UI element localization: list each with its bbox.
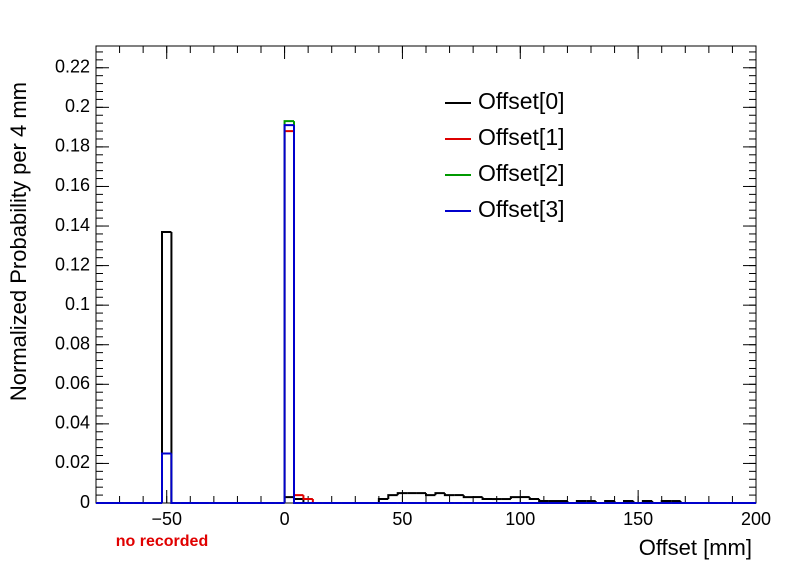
y-tick-label: 0.14 (55, 215, 90, 235)
x-tick-label: 100 (505, 509, 535, 529)
histogram-bin (425, 493, 436, 497)
histogram-bin (161, 230, 172, 503)
legend-label: Offset[1] (478, 124, 565, 150)
histogram-bin (509, 496, 521, 500)
y-tick-label: 0.18 (55, 136, 90, 156)
y-tick-label: 0.12 (55, 254, 90, 274)
y-tick-label: 0.02 (55, 452, 90, 472)
legend-label: Offset[0] (478, 88, 565, 114)
y-tick-label: 0.06 (55, 373, 90, 393)
histogram-bin (434, 492, 445, 496)
histogram-bin (443, 493, 455, 497)
x-tick-label: 50 (392, 509, 412, 529)
x-tick-label: 200 (741, 509, 771, 529)
histogram-bin (283, 124, 294, 503)
histogram-bin (481, 497, 492, 501)
histogram-bin (377, 498, 389, 503)
x-axis-title: Offset [mm] (639, 535, 752, 560)
y-tick-label: 0.04 (55, 413, 90, 433)
y-tick-label: 0.1 (65, 294, 90, 314)
y-axis-title: Normalized Probability per 4 mm (6, 82, 31, 401)
histogram-bin (293, 125, 304, 504)
histogram-bin (161, 452, 172, 503)
y-tick-label: 0.16 (55, 175, 90, 195)
x-tick-label: −50 (151, 509, 182, 529)
annotation: no recorded (116, 533, 208, 550)
x-tick-label: 0 (280, 509, 290, 529)
legend-label: Offset[3] (478, 196, 565, 222)
histogram-bin (528, 497, 540, 501)
histogram-bin (387, 494, 398, 500)
y-tick-label: 0.08 (55, 333, 90, 353)
histogram-bin (302, 495, 313, 501)
histogram-bin (538, 499, 549, 503)
histogram-bin (396, 492, 408, 496)
y-tick-label: 0.2 (65, 96, 90, 116)
y-tick-label: 0.22 (55, 57, 90, 77)
x-tick-label: 150 (623, 509, 653, 529)
histogram-bin (462, 495, 474, 499)
legend-label: Offset[2] (478, 160, 565, 186)
y-tick-label: 0 (80, 492, 90, 512)
histogram-series (96, 124, 756, 504)
histogram-bin (170, 453, 181, 504)
